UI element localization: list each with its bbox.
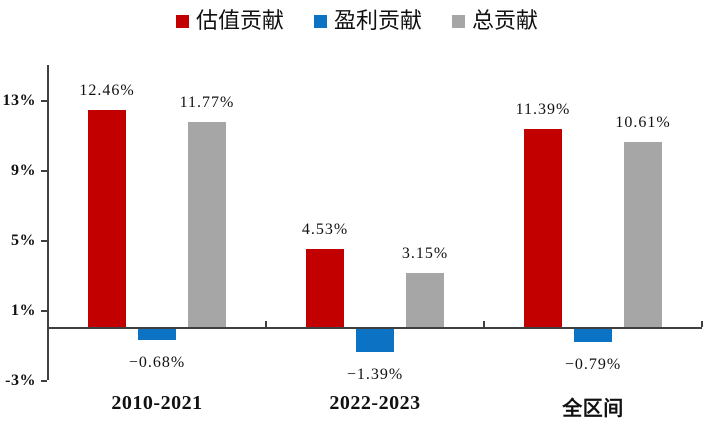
y-tick-label: 9% [11,161,36,179]
y-tick-label: 5% [11,231,36,249]
bar [306,248,344,328]
value-label: −0.68% [128,353,186,371]
value-label: 4.53% [301,220,349,238]
y-tick-label: -3% [5,371,36,389]
bar [356,328,394,353]
x-axis-tick [265,321,267,327]
legend-item: 盈利贡献 [313,8,422,33]
value-label: 11.77% [179,94,235,112]
y-axis-tick [41,100,47,102]
value-label: 11.39% [515,100,571,118]
y-axis-tick [41,240,47,242]
value-label: 12.46% [79,81,135,99]
x-axis-line [48,327,702,329]
legend-label: 总贡献 [472,8,539,33]
bar [524,128,562,328]
value-label: −1.39% [346,366,404,384]
x-axis-tick [483,321,485,327]
y-axis-tick [41,380,47,382]
y-axis-line [47,65,49,380]
bar [188,122,226,328]
y-tick-label: 1% [11,301,36,319]
bar [624,142,662,328]
legend-swatch-icon [452,14,465,28]
chart-legend: 估值贡献 盈利贡献 总贡献 [0,6,714,36]
value-label: −0.79% [564,355,622,373]
x-category-label: 2010-2021 [111,392,203,414]
bar [406,272,444,328]
y-axis-tick [41,310,47,312]
bar [574,328,612,342]
x-axis-tick [701,321,703,327]
bar [88,109,126,328]
legend-label: 估值贡献 [195,8,284,33]
value-label: 10.61% [615,114,671,132]
x-category-label: 2022-2023 [329,392,421,414]
y-tick-label: 13% [2,91,36,109]
legend-label: 盈利贡献 [333,8,422,33]
legend-swatch-icon [175,14,189,28]
legend-item: 总贡献 [452,10,538,32]
x-category-label: 全区间 [562,398,624,420]
legend-swatch-icon [313,14,327,28]
legend-item: 估值贡献 [175,8,284,33]
value-label: 3.15% [401,244,449,262]
y-axis-tick [41,170,47,172]
bar [138,328,176,340]
